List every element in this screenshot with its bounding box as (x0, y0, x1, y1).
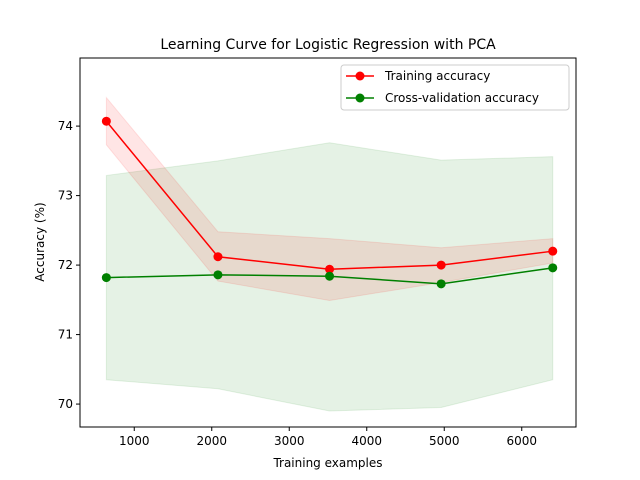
chart-title: Learning Curve for Logistic Regression w… (160, 37, 496, 53)
point-series-0-1 (213, 252, 223, 262)
point-series-0-3 (436, 260, 446, 270)
legend-swatch-marker (355, 93, 365, 103)
x-tick-label: 6000 (506, 434, 537, 448)
y-axis-label: Accuracy (%) (33, 202, 47, 281)
y-tick-label: 73 (58, 189, 73, 203)
point-series-0-2 (325, 264, 335, 274)
y-axis-ticks: 70 71 72 73 74 (58, 119, 80, 411)
point-series-0-0 (101, 116, 111, 126)
legend-label: Training accuracy (384, 69, 490, 83)
series-points (101, 116, 558, 289)
legend-swatch-marker (355, 71, 365, 81)
plot-frame (79, 57, 577, 428)
band-series-0 (105, 96, 554, 302)
x-tick-label: 1000 (119, 434, 150, 448)
x-tick-label: 5000 (429, 434, 460, 448)
point-series-1-2 (325, 271, 335, 281)
legend: Training accuracy Cross-validation accura… (340, 64, 570, 111)
legend-label: Cross-validation accuracy (385, 91, 539, 105)
y-tick-label: 72 (58, 258, 73, 272)
confidence-bands (105, 96, 554, 412)
legend-box (340, 64, 570, 111)
point-series-1-1 (213, 270, 223, 280)
x-axis-ticks: 1000 2000 3000 4000 5000 6000 (119, 427, 537, 448)
point-series-0-4 (548, 246, 558, 256)
y-tick-label: 71 (58, 328, 73, 342)
point-series-1-0 (101, 273, 111, 283)
point-series-1-4 (548, 263, 558, 273)
x-tick-label: 2000 (196, 434, 227, 448)
x-axis-label: Training examples (272, 456, 382, 470)
x-tick-label: 4000 (351, 434, 382, 448)
y-tick-label: 74 (58, 119, 73, 133)
point-series-1-3 (436, 279, 446, 289)
x-tick-label: 3000 (274, 434, 305, 448)
y-tick-label: 70 (58, 397, 73, 411)
